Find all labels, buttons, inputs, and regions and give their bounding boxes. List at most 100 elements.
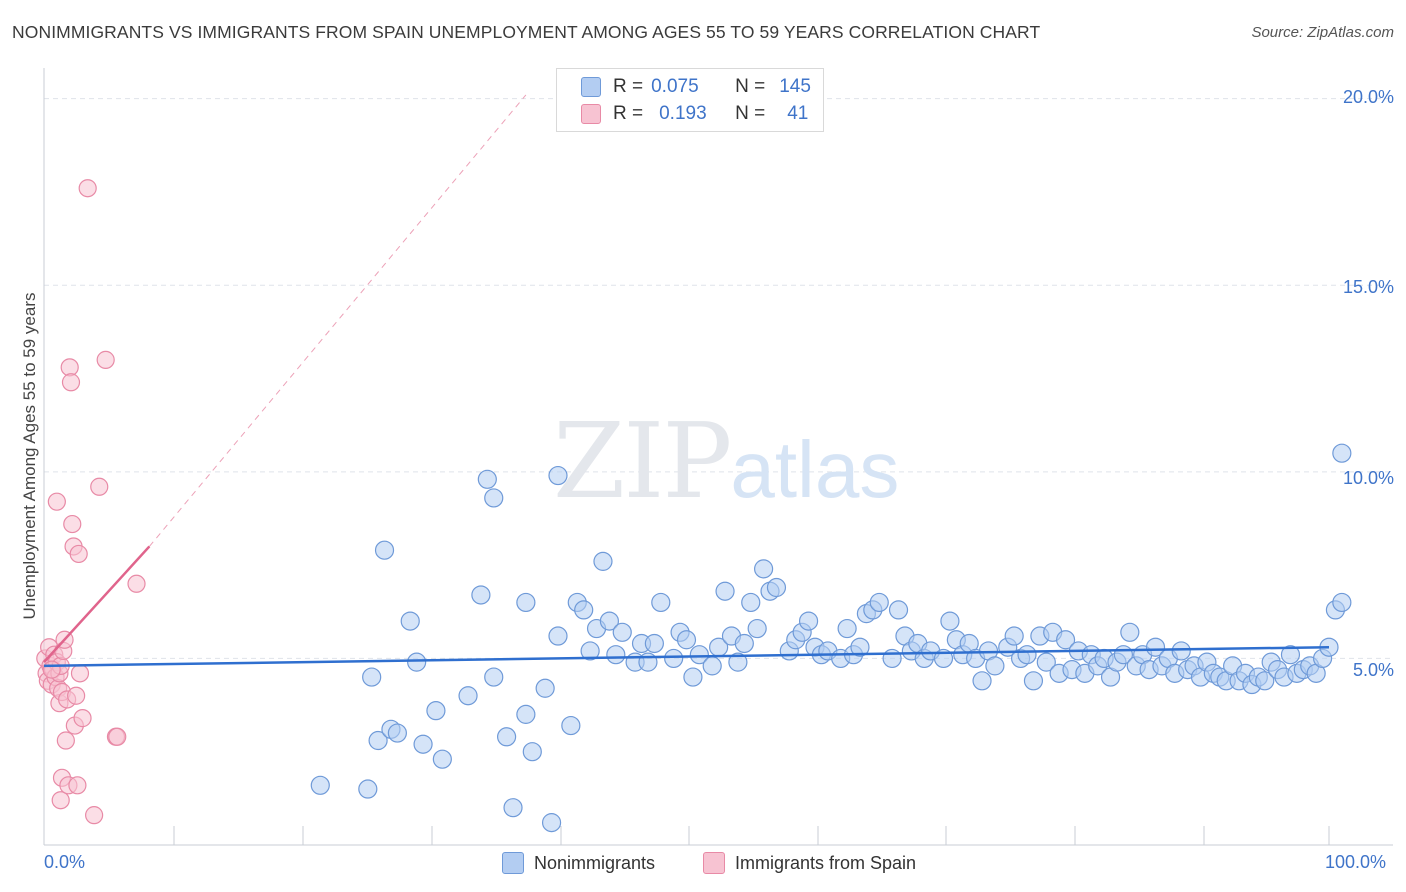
legend-row-immigrants-spain: R = 0.193 N = 41	[581, 101, 808, 127]
nonimmigrants-point	[1023, 671, 1044, 691]
nonimmigrants-point	[580, 641, 600, 661]
y-tick-15: 15.0%	[1342, 277, 1394, 297]
nonimmigrants-point	[1255, 671, 1275, 691]
nonimmigrants-point	[1120, 622, 1140, 642]
nonimmigrants-point	[702, 656, 722, 676]
blue-trend-group	[43, 545, 1330, 668]
nonimmigrants-point	[644, 633, 664, 654]
immigrants-spain-point	[108, 727, 127, 746]
nonimmigrants-point	[766, 577, 787, 598]
nonimmigrants-point	[1036, 652, 1056, 672]
nonimmigrants-point	[593, 551, 613, 571]
immigrants-spain-point	[68, 776, 87, 795]
nonimmigrants-point	[458, 686, 478, 706]
nonimmigrants-point	[741, 592, 761, 613]
nonimmigrants-point	[612, 622, 632, 642]
nonimmigrants-point	[837, 618, 857, 639]
immigrants-spain-point	[85, 806, 104, 825]
nonimmigrants-point	[400, 611, 420, 631]
nonimmigrants-point	[940, 611, 960, 631]
nonimmigrants-point	[1332, 592, 1352, 613]
nonimmigrants-point	[664, 648, 684, 669]
immigrants-spain-point	[63, 514, 82, 534]
watermark-zip: ZIP	[553, 400, 732, 522]
nonimmigrants-point	[747, 618, 767, 639]
immigrants-spain-point	[47, 492, 66, 511]
nonimmigrants-point	[407, 652, 427, 672]
nonimmigrants-point	[574, 600, 594, 620]
nonimmigrants-point	[484, 488, 504, 508]
nonimmigrants-point	[1004, 626, 1024, 646]
pink-trend-group	[148, 94, 527, 547]
nonimmigrants-point	[734, 633, 754, 654]
bottom-legend-swatch-blue	[502, 852, 524, 874]
nonimmigrants-point	[651, 592, 671, 613]
immigrants-spain-point	[78, 179, 97, 198]
nonimmigrants-point	[1017, 645, 1037, 665]
immigrants-spain-trend-extension	[148, 94, 527, 547]
immigrants-spain-point	[42, 660, 61, 679]
nonimmigrants-point	[477, 469, 497, 489]
y-axis-label: Unemployment Among Ages 55 to 59 years	[20, 292, 39, 620]
legend-n-label: N =	[735, 103, 766, 124]
nonimmigrants-point	[432, 749, 452, 769]
y-tick-10: 10.0%	[1342, 468, 1394, 488]
nonimmigrants-point	[471, 585, 491, 605]
y-tick-5: 5.0%	[1352, 660, 1394, 680]
nonimmigrants-point	[683, 667, 703, 687]
immigrants-spain-point	[51, 791, 70, 810]
bottom-legend-label: Nonimmigrants	[534, 852, 656, 873]
legend-n-label: N =	[735, 76, 766, 97]
nonimmigrants-point	[882, 648, 902, 669]
nonimmigrants-point	[561, 715, 581, 736]
nonimmigrants-point	[541, 813, 562, 833]
nonimmigrants-point	[426, 701, 446, 721]
legend-r-label: R =	[613, 76, 644, 97]
immigrants-spain-point	[90, 477, 109, 496]
bottom-legend-immigrants-spain: Immigrants from Spain	[703, 852, 916, 874]
nonimmigrants-point	[1145, 637, 1166, 657]
immigrants-spain-point	[96, 350, 115, 369]
watermark-atlas: atlas	[730, 425, 900, 514]
x-tick-max: 100.0%	[1325, 852, 1387, 872]
legend-r-value: 0.075	[651, 76, 699, 97]
immigrants-spain-point	[67, 686, 86, 705]
nonimmigrants-point	[985, 656, 1005, 676]
nonimmigrants-point	[1280, 645, 1301, 665]
gridlines	[44, 98, 1393, 659]
nonimmigrants-point	[1332, 443, 1352, 463]
nonimmigrants-point	[310, 775, 330, 795]
nonimmigrants-point	[516, 704, 536, 724]
chart-source: Source: ZipAtlas.com	[1251, 24, 1394, 41]
legend-r-value: 0.193	[659, 103, 707, 124]
axes	[43, 68, 1393, 846]
bottom-legend-swatch-pink	[703, 852, 725, 874]
legend-swatch-pink	[581, 104, 601, 124]
nonimmigrants-point	[548, 626, 568, 646]
nonimmigrants-point	[972, 671, 992, 691]
nonimmigrants-point	[516, 592, 536, 613]
y-tick-20: 20.0%	[1342, 87, 1394, 107]
nonimmigrants-point	[728, 652, 748, 672]
legend-r-label: R =	[613, 103, 644, 124]
nonimmigrants-point	[850, 637, 870, 657]
nonimmigrants-point	[1171, 641, 1191, 661]
nonimmigrants-point	[548, 465, 568, 486]
correlation-legend: R = 0.075 N = 145 R = 0.193 N = 41	[556, 68, 824, 132]
legend-n-value: 145	[779, 76, 811, 97]
x-tick-min: 0.0%	[44, 852, 86, 872]
nonimmigrants-point	[503, 798, 523, 818]
immigrants-spain-points	[36, 179, 146, 825]
nonimmigrants-trend-line	[43, 645, 1330, 668]
nonimmigrants-point	[676, 630, 697, 650]
bottom-legend-label: Immigrants from Spain	[735, 852, 917, 873]
chart-title: NONIMMIGRANTS VS IMMIGRANTS FROM SPAIN U…	[12, 22, 1041, 42]
legend-n-value: 41	[787, 103, 809, 124]
nonimmigrants-point	[368, 730, 388, 751]
immigrants-spain-trend-line	[43, 545, 151, 663]
immigrants-spain-point	[127, 574, 146, 593]
nonimmigrants-point	[869, 592, 889, 613]
legend-row-nonimmigrants: R = 0.075 N = 145	[581, 74, 811, 100]
immigrants-spain-point	[70, 664, 90, 683]
